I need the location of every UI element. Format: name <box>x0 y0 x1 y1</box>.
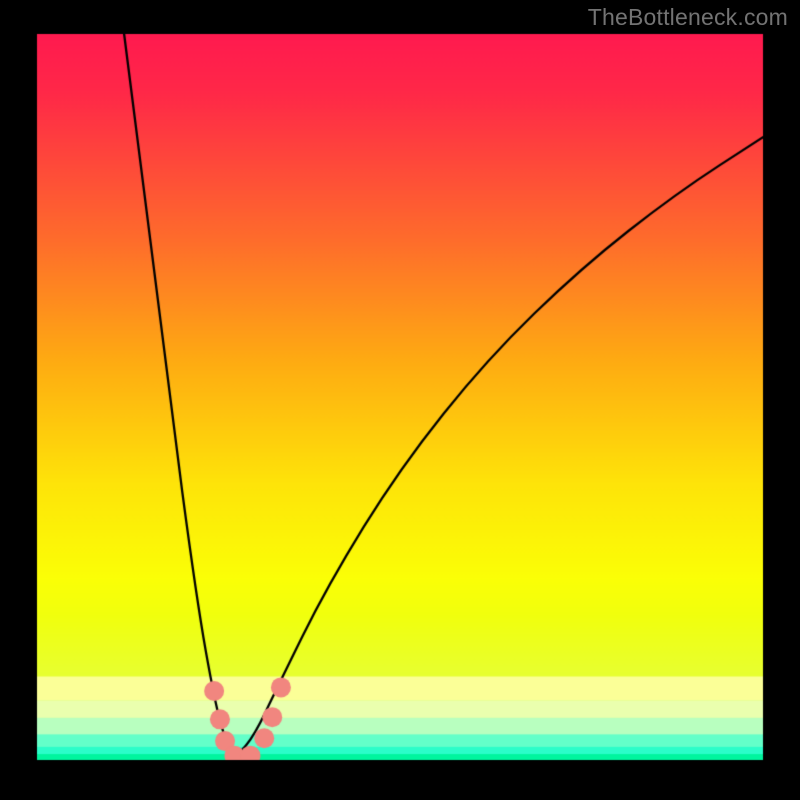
bottleneck-v-curve-chart <box>0 0 800 800</box>
watermark-text: TheBottleneck.com <box>588 4 788 31</box>
chart-container: TheBottleneck.com <box>0 0 800 800</box>
